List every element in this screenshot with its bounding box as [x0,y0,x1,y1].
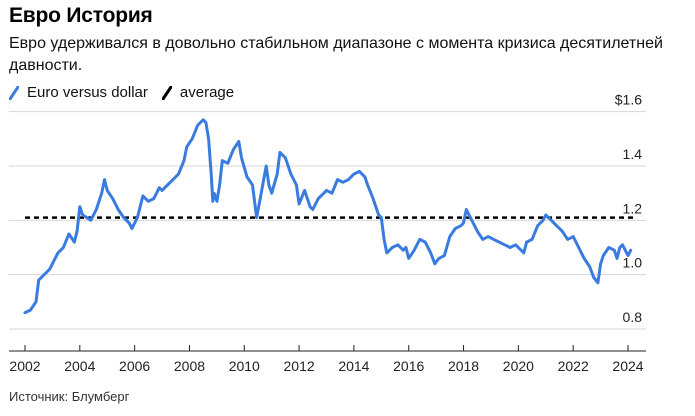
series-line-euro-versus-dollar [23,118,633,315]
chart-subtitle: Евро удерживался в довольно стабильном д… [9,35,663,74]
legend-item-average: average [161,84,235,101]
x-tick-label-3: 2008 [174,358,205,374]
source-note: Источник: Блумберг [9,389,130,404]
chart-legend: Euro versus dollar average [9,84,248,101]
x-tick-label-9: 2020 [503,358,534,374]
chart-title: Евро История [9,4,153,27]
y-tick-label-3: 1.0 [623,255,643,271]
y-tick-label-1: 1.4 [623,146,643,162]
x-tick-label-4: 2010 [229,358,260,374]
x-tick-label-11: 2024 [612,358,643,374]
x-tick-label-10: 2022 [558,358,589,374]
x-tick-label-6: 2014 [338,358,369,374]
x-tick-label-2: 2006 [119,358,150,374]
x-tick-label-0: 2002 [9,358,40,374]
legend-label-average: average [179,84,235,101]
legend-item-euro: Euro versus dollar [9,84,148,101]
y-tick-label-2: 1.2 [623,200,643,216]
x-tick-label-7: 2016 [393,358,424,374]
x-tick-label-5: 2012 [284,358,315,374]
x-tick-label-1: 2004 [64,358,95,374]
legend-swatch-solid-icon [9,85,19,100]
y-tick-label-4: 0.8 [623,309,643,325]
legend-label-euro: Euro versus dollar [27,84,148,101]
legend-swatch-dashed-icon [161,85,172,100]
y-tick-label-0: $1.6 [615,92,642,108]
x-tick-label-8: 2018 [448,358,479,374]
